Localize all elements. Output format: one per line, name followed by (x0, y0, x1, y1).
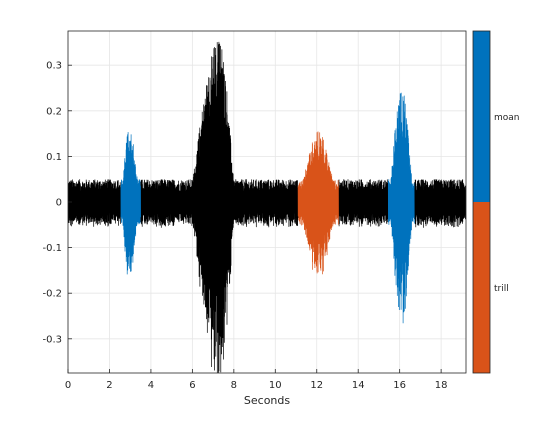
x-axis-label: Seconds (244, 394, 290, 407)
waveform-series (68, 41, 466, 373)
y-tick-label: 0 (56, 198, 62, 209)
x-tick-label: 2 (106, 380, 112, 391)
colorbar: moan trill (472, 30, 520, 374)
colorbar-segment-moan (473, 31, 490, 202)
x-tick-label: 6 (189, 380, 195, 391)
waveform-series-background (68, 41, 466, 373)
x-tick-label: 10 (269, 380, 282, 391)
y-tick-label: 0.2 (46, 106, 62, 117)
colorbar-segment-trill (473, 202, 490, 373)
x-tick-label: 12 (310, 380, 323, 391)
x-tick-label: 4 (148, 380, 154, 391)
colorbar-frame (472, 30, 491, 374)
y-tick-label: -0.3 (42, 334, 62, 345)
y-axis-ticks: -0.3 -0.2 -0.1 0 0.1 0.2 0.3 (42, 61, 72, 345)
x-tick-label: 0 (65, 380, 71, 391)
x-tick-label: 14 (352, 380, 365, 391)
colorbar-label-moan: moan (494, 113, 520, 123)
y-tick-label: 0.3 (46, 61, 62, 72)
y-tick-label: 0.1 (46, 152, 62, 163)
x-tick-label: 18 (435, 380, 448, 391)
x-axis-ticks: 0 2 4 6 8 10 12 14 16 18 (65, 369, 448, 391)
colorbar-label-trill: trill (494, 284, 509, 294)
y-tick-label: -0.1 (42, 243, 62, 254)
x-tick-label: 16 (393, 380, 406, 391)
x-tick-label: 8 (231, 380, 237, 391)
waveform-series-trill (297, 131, 339, 275)
y-tick-label: -0.2 (42, 289, 62, 300)
waveform-series-moan (120, 92, 415, 324)
